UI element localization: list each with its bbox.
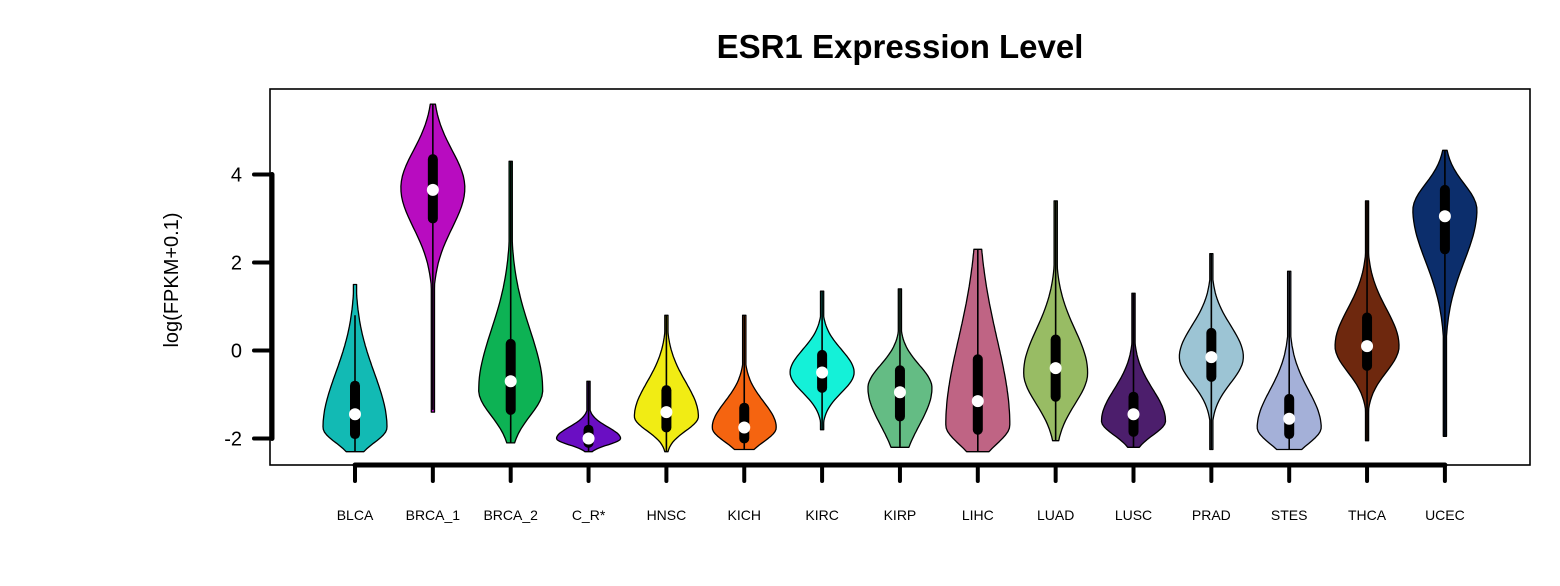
violin-lihc [945,248,1011,453]
violin-median-point [426,183,439,196]
violin-hnsc [633,314,700,453]
violin-kirp [867,288,933,448]
violin-median-point [582,432,595,445]
violin-median-point [1205,351,1218,364]
violin-kich [711,314,777,451]
x-tick-label: LIHC [962,507,994,523]
violin-brca-2 [478,160,544,444]
x-tick-label: LUSC [1115,507,1152,523]
violin-median-point [504,375,517,388]
violins-group [322,103,1478,453]
violin-median-point [660,406,673,419]
violin-luad [1023,200,1089,442]
x-tick-label: KICH [728,507,761,523]
violin-blca [322,283,388,453]
violin-median-point [349,408,361,421]
x-tick-label: LUAD [1037,507,1074,523]
violin-median-point [1049,362,1062,375]
violin-median-point [1283,412,1296,425]
y-tick-label: 0 [231,341,242,363]
x-tick-label: HNSC [647,507,687,523]
violin-median-point [816,366,829,379]
violin-stes [1256,270,1322,451]
violin-brca-1 [400,103,466,413]
x-tick-label: UCEC [1425,507,1465,523]
violin-median-point [738,421,751,434]
chart-title: ESR1 Expression Level [717,28,1084,65]
x-tick-label: BRCA_1 [406,507,461,523]
violin-median-point [893,386,906,399]
y-tick-label: 4 [231,165,242,187]
axes-group: -2 0 2 4 BLCA BRCA_1 BRCA_2 C_R* HNSC KICH KIRC KIR… [224,165,1465,524]
x-tick-label: STES [1271,507,1308,523]
violin-c-r- [555,380,622,453]
violin-thca [1334,200,1400,442]
x-tick-label: BRCA_2 [483,507,538,523]
y-axis-label: log(FPKM+0.1) [161,212,183,347]
x-tick-label: C_R* [572,507,606,523]
y-tick-label: 2 [231,253,242,275]
violin-ucec [1412,149,1478,437]
violin-median-point [1127,408,1140,421]
violin-median-point [1438,210,1451,223]
y-tick-label: -2 [224,429,242,451]
x-tick-label: BLCA [337,507,374,523]
violin-median-point [971,395,984,408]
x-tick-label: PRAD [1192,507,1231,523]
violin-lusc [1100,292,1167,448]
x-tick-label: KIRC [805,507,838,523]
violin-kirc [789,290,855,431]
violin-prad [1178,253,1244,451]
x-tick-label: KIRP [884,507,917,523]
x-tick-label: THCA [1348,507,1387,523]
violin-median-point [1361,340,1374,353]
